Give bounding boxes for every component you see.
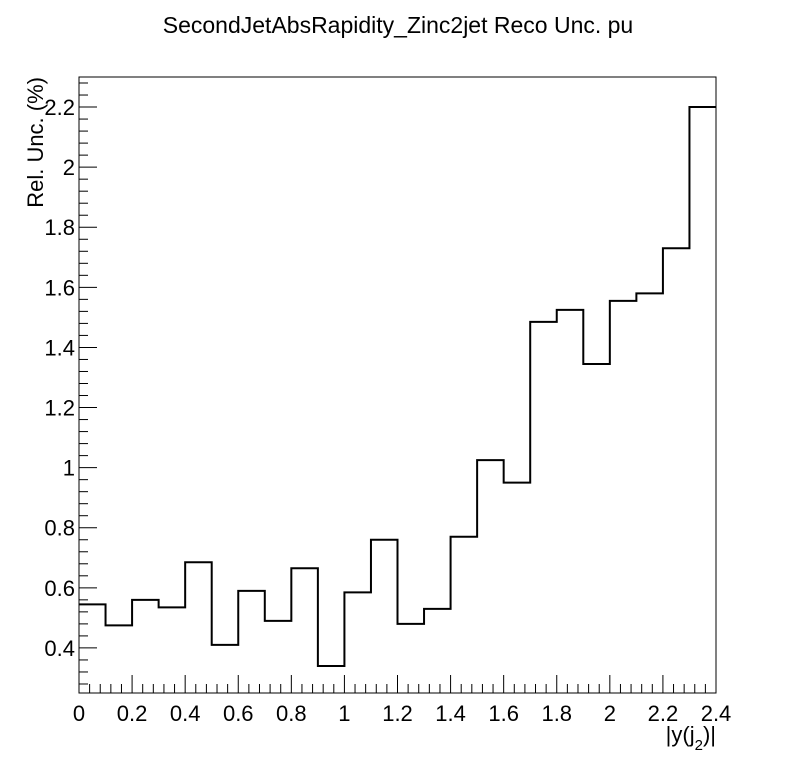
x-tick-label: 2.2 [648, 701, 679, 726]
y-axis-title: Rel. Unc. (%) [23, 77, 48, 208]
x-axis-title-main: |y(j [666, 722, 695, 747]
x-tick-label: 0.6 [223, 701, 254, 726]
x-axis-title-subscript: 2 [695, 737, 703, 754]
x-axis-title-end: )| [703, 722, 716, 747]
x-tick-label: 1.8 [541, 701, 572, 726]
x-tick-label: 1.6 [488, 701, 519, 726]
x-axis-ticks: 0 0.2 0.4 0.6 0.8 1 1.2 1.4 1.6 1.8 2 2.2 2.4 [73, 675, 731, 726]
x-tick-label: 0.8 [276, 701, 307, 726]
y-tick-label: 1 [63, 456, 75, 481]
chart-title: SecondJetAbsRapidity_Zinc2jet Reco Unc. … [162, 12, 634, 38]
x-tick-label: 1 [338, 701, 350, 726]
y-tick-label: 0.4 [44, 636, 75, 661]
x-tick-label: 0 [73, 701, 85, 726]
x-tick-label: 2.4 [701, 701, 732, 726]
y-tick-label: 0.6 [44, 576, 75, 601]
y-tick-label: 1.4 [44, 335, 75, 360]
x-tick-label: 2 [604, 701, 616, 726]
x-tick-label: 0.2 [117, 701, 148, 726]
y-tick-label: 1.2 [44, 396, 75, 421]
y-tick-label: 2.2 [44, 95, 75, 120]
y-axis-ticks: 0.4 0.6 0.8 1 1.2 1.4 1.6 1.8 2 2.2 [44, 82, 97, 685]
y-tick-label: 1.8 [44, 215, 75, 240]
y-tick-label: 2 [63, 155, 75, 180]
x-axis-title: |y(j2)| [666, 722, 716, 754]
y-tick-label: 1.6 [44, 275, 75, 300]
y-tick-label: 0.8 [44, 516, 75, 541]
histogram-line [79, 106, 716, 667]
x-tick-label: 1.4 [435, 701, 466, 726]
x-tick-label: 1.2 [382, 701, 413, 726]
x-tick-label: 0.4 [170, 701, 201, 726]
